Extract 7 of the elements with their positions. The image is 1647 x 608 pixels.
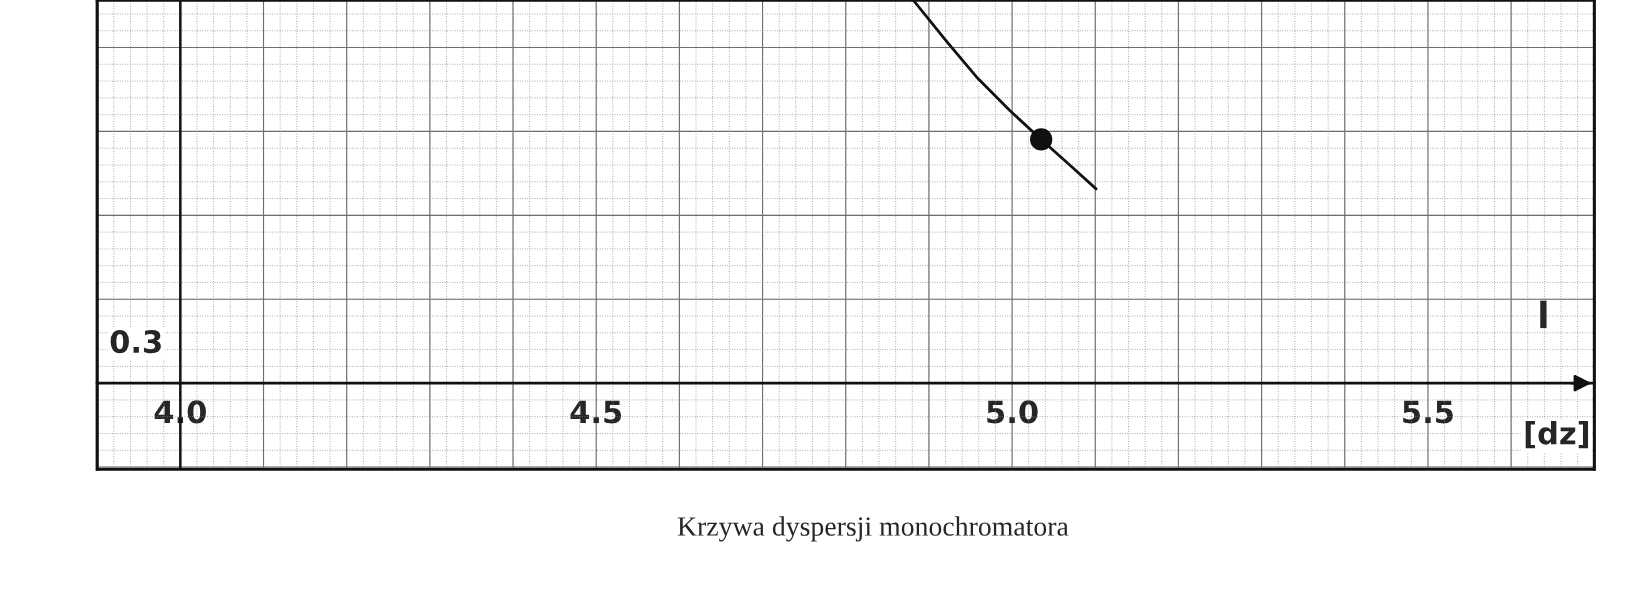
- text: [dz]: [1525, 421, 1589, 449]
- x-axis-title: l: [1540, 300, 1547, 329]
- text: Krzywa dyspersji monochromatora: [677, 516, 1069, 542]
- x-tick-label: 4.5: [570, 400, 622, 424]
- annotation: 0.3: [110, 330, 161, 354]
- x-tick-label: 5.5: [1403, 400, 1453, 424]
- x-tick-label: 5.0: [987, 400, 1038, 424]
